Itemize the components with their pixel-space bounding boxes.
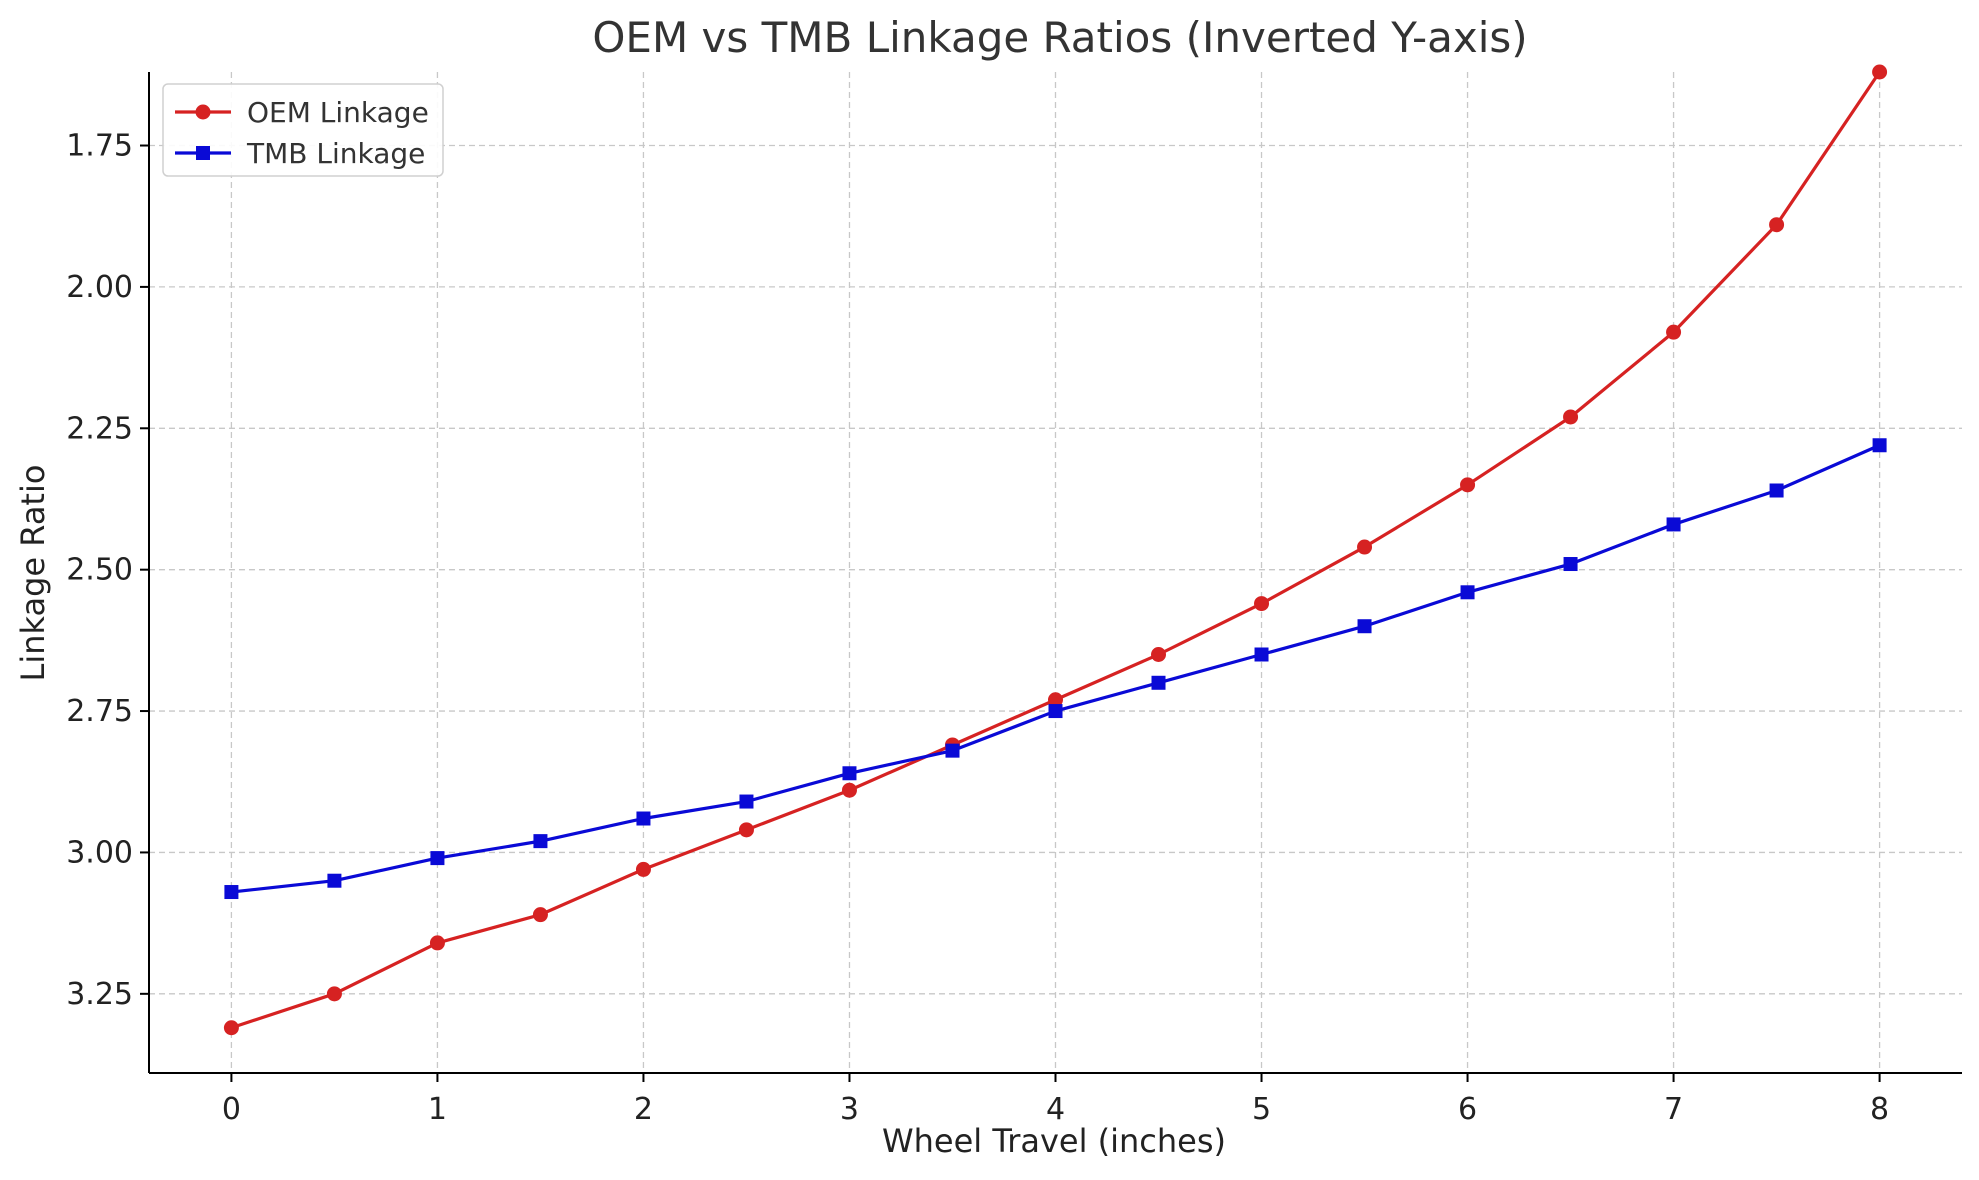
y-tick-label: 2.25 bbox=[66, 411, 133, 446]
tmb-linkage-point bbox=[945, 743, 960, 758]
tmb-linkage-point bbox=[1872, 438, 1887, 453]
tmb-linkage-point bbox=[1769, 483, 1784, 498]
y-tick-label: 3.25 bbox=[66, 977, 133, 1012]
tmb-linkage-point bbox=[636, 811, 651, 826]
oem-linkage-point bbox=[738, 822, 754, 838]
y-tick-label: 2.50 bbox=[66, 553, 133, 588]
tmb-linkage-point bbox=[1254, 647, 1269, 662]
x-tick-label: 3 bbox=[840, 1092, 859, 1127]
tmb-linkage-point bbox=[327, 873, 342, 888]
tmb-linkage-point bbox=[1357, 619, 1372, 634]
legend-item-oem-linkage: OEM Linkage bbox=[175, 96, 429, 129]
tmb-linkage-point bbox=[842, 766, 857, 781]
tmb-linkage-point bbox=[533, 834, 548, 849]
oem-linkage-point bbox=[1460, 477, 1476, 493]
y-tick-label: 1.75 bbox=[66, 129, 133, 164]
chart-title: OEM vs TMB Linkage Ratios (Inverted Y-ax… bbox=[592, 13, 1527, 62]
oem-linkage-point bbox=[841, 782, 857, 798]
oem-linkage-point bbox=[1769, 217, 1785, 233]
oem-linkage-point bbox=[326, 986, 342, 1002]
tmb-linkage-point bbox=[1048, 704, 1063, 719]
x-tick-label: 6 bbox=[1458, 1092, 1477, 1127]
legend-box bbox=[162, 83, 444, 177]
oem-linkage-point bbox=[1872, 64, 1888, 80]
x-tick-label: 1 bbox=[428, 1092, 447, 1127]
legend-item-tmb-linkage: TMB Linkage bbox=[175, 137, 425, 170]
grid bbox=[149, 72, 1962, 1073]
tmb-linkage-point bbox=[1460, 585, 1475, 600]
oem-linkage-point bbox=[1563, 409, 1579, 425]
x-tick-label: 2 bbox=[634, 1092, 653, 1127]
x-tick-label: 7 bbox=[1664, 1092, 1683, 1127]
oem-linkage-point bbox=[532, 907, 548, 923]
tmb-linkage-point bbox=[430, 851, 445, 866]
oem-linkage-point bbox=[635, 861, 651, 877]
y-tick-label: 2.75 bbox=[66, 694, 133, 729]
axes: 0 1 2 3 4 5 6 7 8 1.75 2.00 2.25 2.50 2.75 3.00 3.25 bbox=[66, 72, 1962, 1127]
series-layer bbox=[223, 64, 1888, 1036]
tmb-linkage-point bbox=[1563, 557, 1578, 572]
legend-label: OEM Linkage bbox=[247, 96, 429, 129]
x-tick-label: 4 bbox=[1046, 1092, 1065, 1127]
oem-linkage-point bbox=[429, 935, 445, 951]
x-tick-label: 0 bbox=[222, 1092, 241, 1127]
x-tick-label: 5 bbox=[1252, 1092, 1271, 1127]
oem-linkage-point bbox=[1357, 539, 1373, 555]
legend-marker bbox=[196, 146, 210, 160]
tmb-linkage-point bbox=[739, 794, 754, 809]
oem-linkage-point bbox=[1048, 692, 1063, 708]
oem-linkage-point bbox=[1666, 324, 1682, 340]
oem-linkage-point bbox=[1151, 647, 1167, 663]
y-axis-label: Linkage Ratio bbox=[14, 465, 52, 682]
x-axis-label: Wheel Travel (inches) bbox=[882, 1122, 1226, 1160]
y-tick-label: 3.00 bbox=[66, 835, 133, 870]
oem-linkage-series bbox=[223, 64, 1888, 1036]
oem-linkage-point bbox=[1254, 596, 1270, 612]
legend: OEM Linkage TMB Linkage bbox=[162, 83, 444, 177]
tmb-linkage-point bbox=[1151, 675, 1166, 690]
tmb-linkage-series bbox=[224, 438, 1887, 900]
legend-label: TMB Linkage bbox=[246, 137, 425, 170]
y-tick-label: 2.00 bbox=[66, 270, 133, 305]
oem-linkage-point bbox=[223, 1020, 239, 1036]
tmb-linkage-point bbox=[1666, 517, 1681, 532]
tmb-linkage-point bbox=[224, 885, 239, 900]
x-tick-label: 8 bbox=[1870, 1092, 1889, 1127]
legend-marker bbox=[195, 104, 211, 120]
